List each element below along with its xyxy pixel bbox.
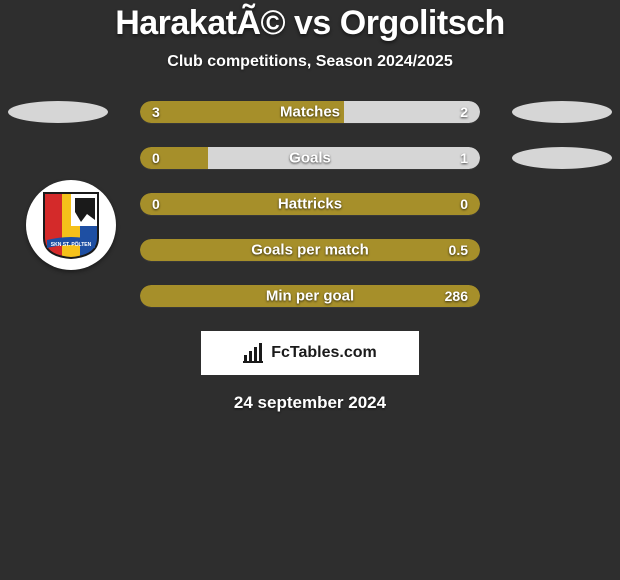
team-oval-right	[512, 147, 612, 169]
stat-row: Goals 0 1	[0, 147, 620, 169]
page-subtitle: Club competitions, Season 2024/2025	[0, 53, 620, 71]
stat-bar: Goals per match 0.5	[140, 239, 480, 261]
bar-left	[140, 147, 208, 169]
watermark: FcTables.com	[201, 331, 419, 375]
team-oval-left	[8, 101, 108, 123]
page-title: HarakatÃ© vs Orgolitsch	[0, 4, 620, 43]
shield-icon: SKN ST. PÖLTEN	[41, 190, 101, 260]
stat-bar: Hattricks 0 0	[140, 193, 480, 215]
bars-icon	[243, 343, 265, 363]
stat-value-right: 286	[445, 288, 468, 304]
crest-circle: SKN ST. PÖLTEN	[26, 180, 116, 270]
stat-value-right: 0	[460, 196, 468, 212]
stat-value-left: 0	[152, 196, 160, 212]
crest-banner-text: SKN ST. PÖLTEN	[51, 241, 92, 248]
stat-value-right: 0.5	[449, 242, 468, 258]
stat-label: Min per goal	[266, 288, 354, 305]
date-label: 24 september 2024	[0, 393, 620, 413]
stat-bar: Goals 0 1	[140, 147, 480, 169]
team-crest-left: SKN ST. PÖLTEN	[26, 180, 116, 270]
stat-label: Goals per match	[251, 242, 369, 259]
comparison-infographic: HarakatÃ© vs Orgolitsch Club competition…	[0, 0, 620, 580]
stat-label: Matches	[280, 104, 340, 121]
stat-label: Hattricks	[278, 196, 342, 213]
stat-label: Goals	[289, 150, 331, 167]
watermark-label: FcTables.com	[271, 344, 377, 362]
stat-value-right: 2	[460, 104, 468, 120]
stat-bar: Matches 3 2	[140, 101, 480, 123]
stat-value-left: 3	[152, 104, 160, 120]
stat-value-right: 1	[460, 150, 468, 166]
stat-value-left: 0	[152, 150, 160, 166]
stat-bar: Min per goal 286	[140, 285, 480, 307]
team-oval-right	[512, 101, 612, 123]
stat-row: Min per goal 286	[0, 285, 620, 307]
stat-row: Matches 3 2	[0, 101, 620, 123]
bar-right	[208, 147, 480, 169]
